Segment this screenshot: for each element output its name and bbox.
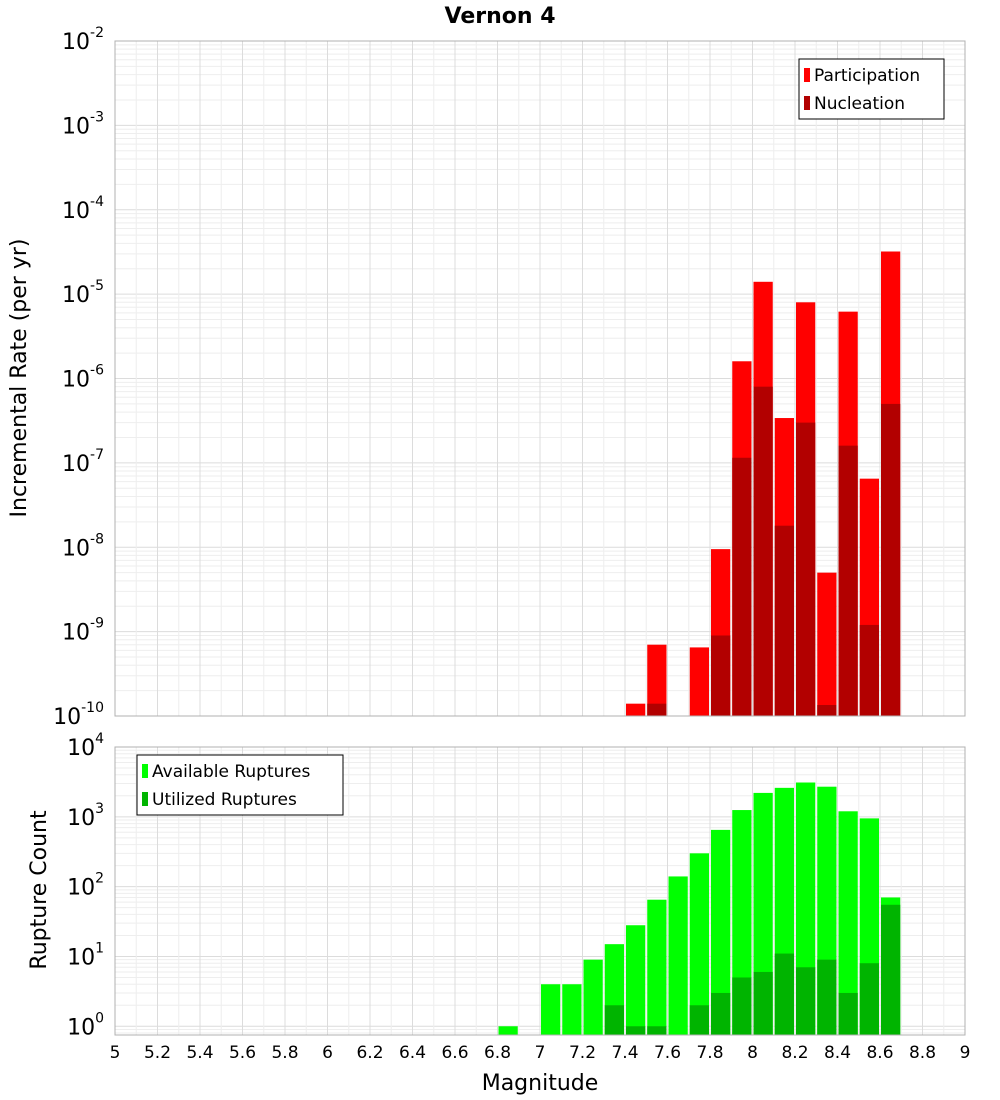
chart-title: Vernon 4 bbox=[445, 4, 556, 29]
undefined-bar-secondary bbox=[604, 1005, 624, 1035]
undefined-bar-primary bbox=[562, 984, 582, 1035]
x-tick-label: 8 bbox=[747, 1043, 758, 1063]
top-y-axis-label: Incremental Rate (per yr) bbox=[7, 239, 32, 518]
x-tick-label: 7 bbox=[535, 1043, 546, 1063]
undefined-y-tick-label: 10-10 bbox=[53, 700, 104, 730]
x-tick-labels: 5 5.2 5.4 5.6 5.8 6 6.2 6.4 6.6 6.8 7 7.2 7.4 7.6 7.8 8… bbox=[110, 1043, 971, 1063]
undefined-bar-primary bbox=[668, 876, 688, 1035]
x-tick-label: 5.8 bbox=[271, 1043, 298, 1063]
x-tick-label: 7.8 bbox=[696, 1043, 723, 1063]
undefined-bar-primary bbox=[541, 984, 561, 1035]
undefined-y-tick-label: 101 bbox=[67, 940, 104, 970]
x-tick-label: 6 bbox=[322, 1043, 333, 1063]
undefined-bar-secondary bbox=[817, 705, 837, 716]
undefined-y-tick-label: 10-6 bbox=[62, 363, 104, 393]
undefined-y-tick-label: 10-9 bbox=[62, 616, 104, 646]
bottom-y-axis-label: Rupture Count bbox=[27, 810, 52, 970]
x-tick-label: 6.4 bbox=[399, 1043, 426, 1063]
undefined-bar-secondary bbox=[881, 904, 901, 1035]
legend-label: Participation bbox=[814, 66, 920, 86]
legend-swatch bbox=[142, 792, 148, 806]
undefined-bar-secondary bbox=[711, 635, 731, 716]
rupture-count-panel: 100 101 102 103 104 Available Ruptures Utilize… bbox=[67, 731, 966, 1040]
undefined-bar-secondary bbox=[689, 1005, 709, 1035]
x-tick-label: 6.8 bbox=[484, 1043, 511, 1063]
undefined-bar-secondary bbox=[753, 971, 773, 1035]
undefined-y-tick-label: 10-4 bbox=[62, 194, 104, 224]
undefined-bar-secondary bbox=[732, 977, 752, 1035]
undefined-bar-secondary bbox=[817, 959, 837, 1035]
undefined-bar-primary bbox=[498, 1026, 518, 1035]
undefined-bar-primary bbox=[647, 899, 667, 1035]
x-tick-label: 6.6 bbox=[441, 1043, 468, 1063]
x-tick-label: 9 bbox=[960, 1043, 971, 1063]
undefined-plot-border bbox=[114, 746, 966, 1036]
x-tick-label: 8.2 bbox=[781, 1043, 808, 1063]
undefined-plot-border bbox=[114, 40, 966, 717]
undefined-bar-primary bbox=[838, 811, 858, 1035]
legend-swatch bbox=[804, 68, 810, 82]
undefined-bar-primary bbox=[689, 647, 709, 716]
undefined-legend bbox=[136, 754, 344, 816]
undefined-bar-primary bbox=[583, 959, 603, 1035]
x-tick-label: 5.6 bbox=[229, 1043, 256, 1063]
x-tick-label: 7.6 bbox=[654, 1043, 681, 1063]
undefined-bar-secondary bbox=[838, 445, 858, 716]
undefined-bar-secondary bbox=[626, 1026, 646, 1035]
undefined-bar-primary bbox=[689, 853, 709, 1035]
x-tick-label: 7.4 bbox=[611, 1043, 638, 1063]
undefined-y-tick-label: 10-8 bbox=[62, 531, 104, 561]
undefined-bar-primary bbox=[626, 703, 646, 716]
undefined-bar-secondary bbox=[711, 992, 731, 1035]
undefined-bar-primary bbox=[647, 644, 667, 716]
undefined-bar-secondary bbox=[796, 422, 816, 716]
undefined-bar-secondary bbox=[753, 386, 773, 716]
x-tick-label: 5 bbox=[110, 1043, 121, 1063]
undefined-y-tick-label: 10-2 bbox=[62, 25, 104, 55]
undefined-bar-primary bbox=[711, 829, 731, 1035]
legend-swatch bbox=[804, 96, 810, 110]
undefined-y-tick-label: 10-7 bbox=[62, 447, 104, 477]
rate-panel: 10-10 10-9 10-8 10-7 10-6 10-5 10-4 10-3 10-2 Par… bbox=[53, 25, 966, 730]
legend-label: Utilized Ruptures bbox=[152, 790, 297, 810]
undefined-y-tick-label: 10-3 bbox=[62, 109, 104, 139]
x-tick-label: 7.2 bbox=[569, 1043, 596, 1063]
legend-label: Nucleation bbox=[814, 94, 905, 114]
undefined-legend bbox=[798, 58, 945, 120]
legend-label: Available Ruptures bbox=[152, 762, 310, 782]
undefined-bar-secondary bbox=[647, 1026, 667, 1035]
undefined-bar-secondary bbox=[881, 403, 901, 716]
undefined-bar-primary bbox=[626, 925, 646, 1035]
undefined-y-tick-label: 103 bbox=[67, 801, 104, 831]
x-tick-label: 8.6 bbox=[866, 1043, 893, 1063]
undefined-y-tick-label: 102 bbox=[67, 871, 104, 901]
x-tick-label: 5.4 bbox=[186, 1043, 213, 1063]
x-axis-label: Magnitude bbox=[482, 1071, 599, 1096]
undefined-bar-secondary bbox=[647, 703, 667, 716]
x-tick-label: 8.8 bbox=[909, 1043, 936, 1063]
undefined-bar-secondary bbox=[859, 624, 879, 716]
undefined-y-tick-label: 10-5 bbox=[62, 278, 104, 308]
undefined-bar-secondary bbox=[732, 457, 752, 716]
undefined-bar-primary bbox=[817, 572, 837, 716]
undefined-bar-secondary bbox=[774, 525, 794, 716]
legend-swatch bbox=[142, 764, 148, 778]
x-tick-label: 5.2 bbox=[144, 1043, 171, 1063]
x-tick-label: 8.4 bbox=[824, 1043, 851, 1063]
undefined-y-tick-label: 104 bbox=[67, 731, 104, 761]
undefined-bar-secondary bbox=[774, 953, 794, 1035]
undefined-bar-secondary bbox=[838, 992, 858, 1035]
x-tick-label: 6.2 bbox=[356, 1043, 383, 1063]
undefined-y-tick-label: 100 bbox=[67, 1010, 104, 1040]
undefined-bar-secondary bbox=[859, 963, 879, 1035]
undefined-bar-secondary bbox=[796, 967, 816, 1035]
